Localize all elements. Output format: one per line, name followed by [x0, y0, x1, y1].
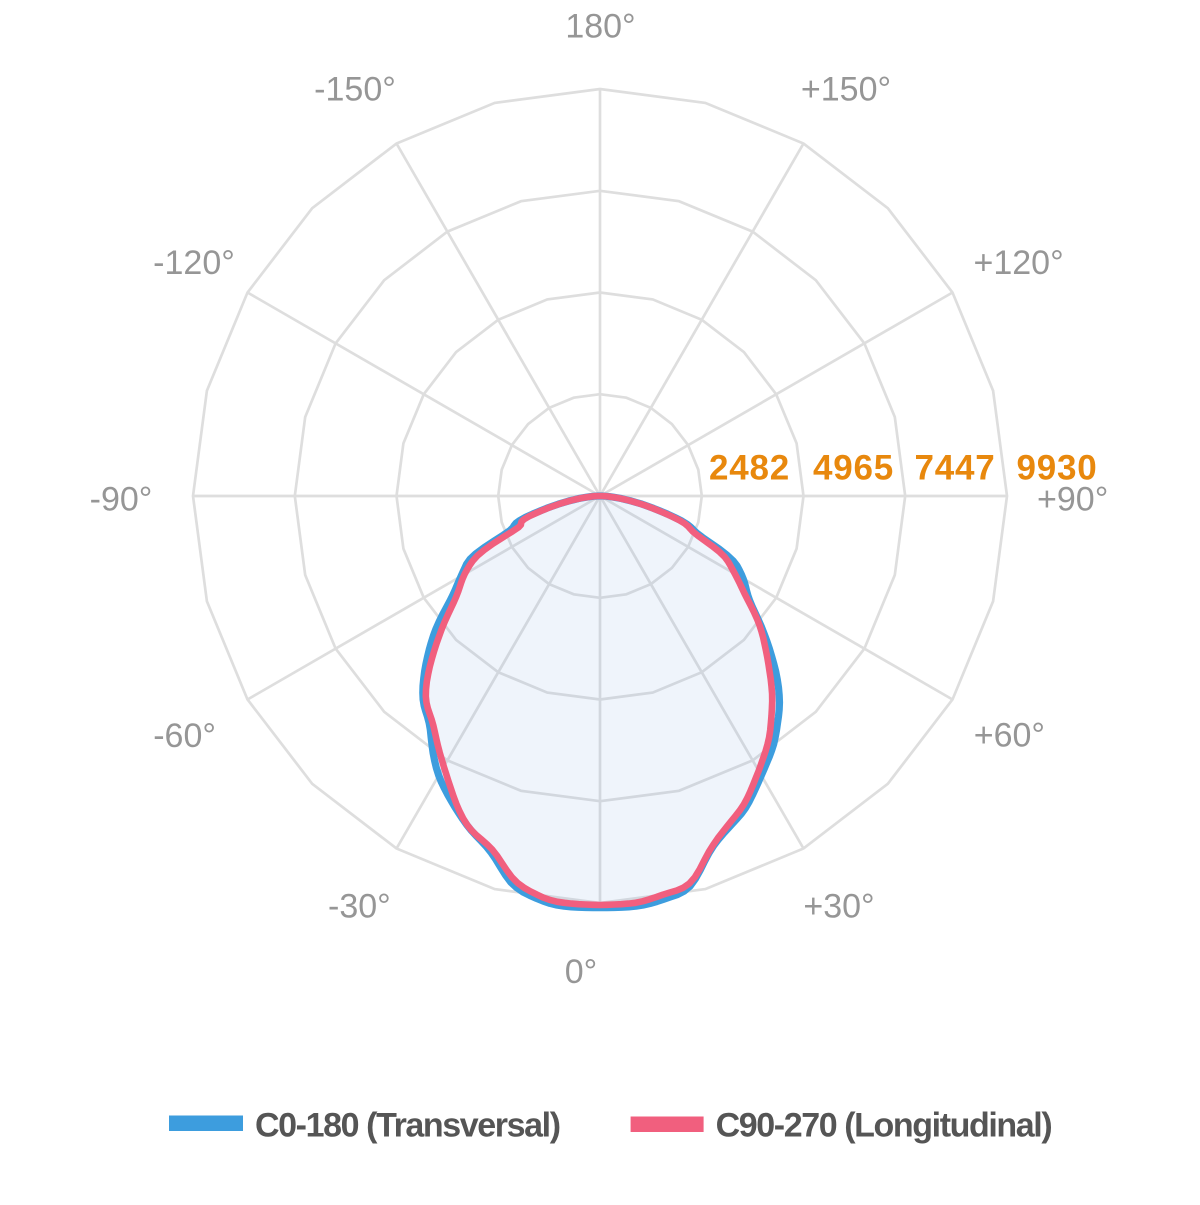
svg-text:C0-180 (Transversal): C0-180 (Transversal) — [255, 1106, 560, 1144]
svg-text:-60°: -60° — [153, 717, 216, 755]
svg-text:4965: 4965 — [813, 448, 894, 487]
svg-text:9930: 9930 — [1016, 448, 1097, 487]
svg-text:2482: 2482 — [709, 448, 790, 487]
svg-text:+90°: +90° — [1037, 480, 1108, 518]
svg-text:+150°: +150° — [801, 70, 891, 108]
svg-text:+60°: +60° — [974, 716, 1045, 754]
svg-text:7447: 7447 — [914, 448, 995, 487]
svg-text:-150°: -150° — [314, 70, 396, 108]
svg-text:180°: 180° — [565, 7, 635, 45]
svg-text:0°: 0° — [565, 953, 598, 991]
svg-text:C90-270 (Longitudinal): C90-270 (Longitudinal) — [716, 1107, 1052, 1145]
svg-text:+30°: +30° — [803, 887, 874, 925]
svg-text:-90°: -90° — [90, 480, 153, 518]
svg-text:-120°: -120° — [153, 244, 235, 282]
svg-text:+120°: +120° — [974, 244, 1064, 282]
svg-text:-30°: -30° — [328, 887, 391, 925]
